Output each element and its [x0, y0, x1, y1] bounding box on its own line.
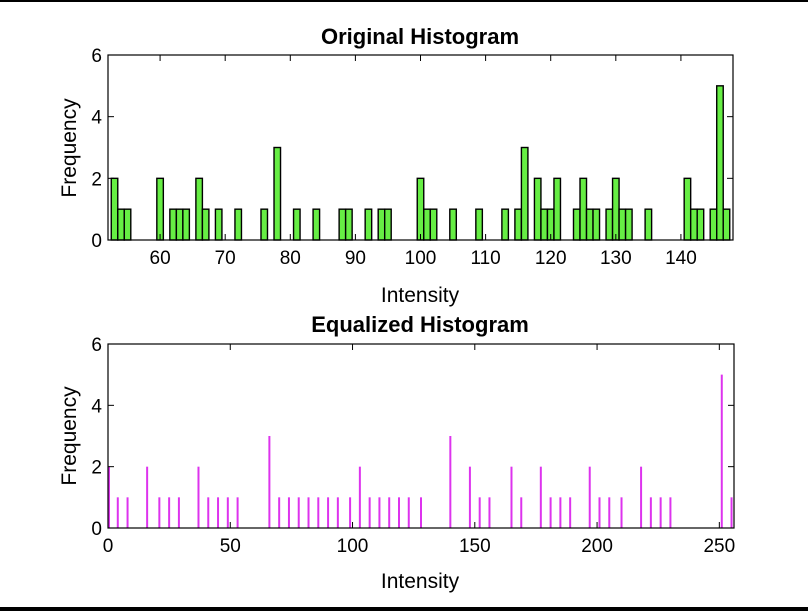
original-histogram-ytick-label: 6	[91, 46, 102, 67]
original-histogram-bar	[579, 177, 588, 241]
original-histogram-bar	[260, 208, 269, 241]
equalized-histogram-xtick-label: 50	[220, 536, 241, 557]
original-histogram-bar	[201, 208, 210, 241]
original-histogram-xtick-label: 90	[345, 248, 366, 269]
original-histogram-bar	[123, 208, 132, 241]
equalized-histogram-xtick-label: 250	[703, 536, 735, 557]
original-histogram-bar	[624, 208, 633, 241]
equalized-histogram-ytick-label: 6	[91, 335, 102, 356]
original-histogram-xtick-label: 60	[150, 248, 171, 269]
original-histogram-bar	[644, 208, 653, 241]
original-histogram-bar	[716, 85, 724, 241]
original-histogram-plot: Original Histogram Intensity Frequency 6…	[58, 24, 734, 307]
original-histogram-xtick-label: 100	[405, 248, 437, 269]
original-histogram-bar	[722, 208, 731, 241]
original-histogram-bar	[696, 208, 705, 241]
original-histogram-bar	[377, 208, 386, 241]
original-histogram-bar	[514, 208, 523, 241]
original-histogram-bar	[553, 177, 562, 241]
original-histogram-bar	[689, 208, 698, 241]
equalized-histogram-xtick-label: 150	[459, 536, 491, 557]
original-histogram-bar	[110, 177, 119, 241]
original-histogram-ylabel: Frequency	[58, 98, 81, 198]
original-histogram-xtick-label: 110	[470, 248, 500, 269]
original-histogram-xlabel: Intensity	[381, 284, 460, 307]
original-histogram-xtick-label: 140	[665, 248, 697, 269]
original-histogram-bar	[611, 177, 620, 241]
original-histogram-bar	[312, 208, 321, 241]
original-histogram-bar	[273, 146, 282, 241]
equalized-histogram-bars	[108, 374, 733, 528]
original-histogram-bar	[540, 208, 549, 241]
original-histogram-ytick-label: 0	[91, 231, 102, 252]
original-histogram-bar	[117, 208, 125, 241]
original-histogram-bar	[175, 208, 184, 241]
original-histogram-xtick-label: 120	[535, 248, 567, 269]
original-histogram-bar	[195, 177, 204, 241]
original-histogram-bar	[292, 208, 301, 241]
equalized-histogram-title: Equalized Histogram	[311, 312, 529, 337]
original-histogram-bar	[344, 208, 353, 241]
original-histogram-bar	[709, 208, 718, 241]
original-histogram-bar	[234, 208, 243, 241]
original-histogram-bar	[338, 208, 347, 241]
original-histogram-bar	[423, 208, 431, 241]
original-histogram-title: Original Histogram	[321, 24, 519, 49]
original-histogram-bar	[416, 177, 425, 241]
original-histogram-xtick-label: 70	[215, 248, 236, 269]
original-histogram-bar	[501, 208, 510, 241]
equalized-histogram-plot: Equalized Histogram Intensity Frequency …	[58, 312, 735, 593]
original-histogram-bar	[592, 208, 601, 241]
original-histogram-bar	[533, 177, 542, 241]
original-histogram-bar	[585, 208, 594, 241]
original-histogram-bar	[182, 208, 191, 241]
equalized-histogram-xtick-label: 0	[103, 536, 114, 557]
equalized-histogram-ytick-label: 0	[91, 519, 102, 540]
original-histogram-axes	[107, 54, 734, 241]
original-histogram-bar	[618, 208, 627, 241]
original-histogram-xtick-label: 80	[280, 248, 301, 269]
original-histogram-bar	[429, 208, 438, 241]
original-histogram-bar	[683, 177, 692, 241]
equalized-histogram-xtick-label: 100	[337, 536, 369, 557]
equalized-histogram-ytick-label: 2	[91, 458, 102, 479]
original-histogram-bar	[605, 208, 614, 241]
equalized-histogram-ylabel: Frequency	[58, 386, 81, 486]
original-histogram-bar	[214, 208, 223, 241]
equalized-histogram-xlabel: Intensity	[381, 570, 460, 593]
original-histogram-ticks: 60 70 80 90 100 110 120 130 140 0 2 4 6	[91, 46, 733, 269]
original-histogram-bar	[156, 177, 165, 241]
original-histogram-bar	[520, 146, 529, 241]
original-histogram-bar	[449, 208, 458, 241]
original-histogram-bars	[110, 85, 731, 241]
original-histogram-bar	[364, 208, 373, 241]
original-histogram-bar	[572, 208, 581, 241]
equalized-histogram-ticks: 0 50 100 150 200 250 0 2 4 6	[91, 335, 735, 557]
equalized-histogram-ytick-label: 4	[91, 396, 102, 417]
original-histogram-bar	[383, 208, 392, 241]
original-histogram-bar	[169, 208, 178, 241]
original-histogram-bar	[475, 208, 484, 241]
original-histogram-ytick-label: 2	[91, 169, 102, 190]
equalized-histogram-xtick-label: 200	[581, 536, 613, 557]
original-histogram-xtick-label: 130	[600, 248, 632, 269]
original-histogram-ytick-label: 4	[91, 108, 102, 129]
equalized-histogram-axes	[107, 343, 735, 529]
